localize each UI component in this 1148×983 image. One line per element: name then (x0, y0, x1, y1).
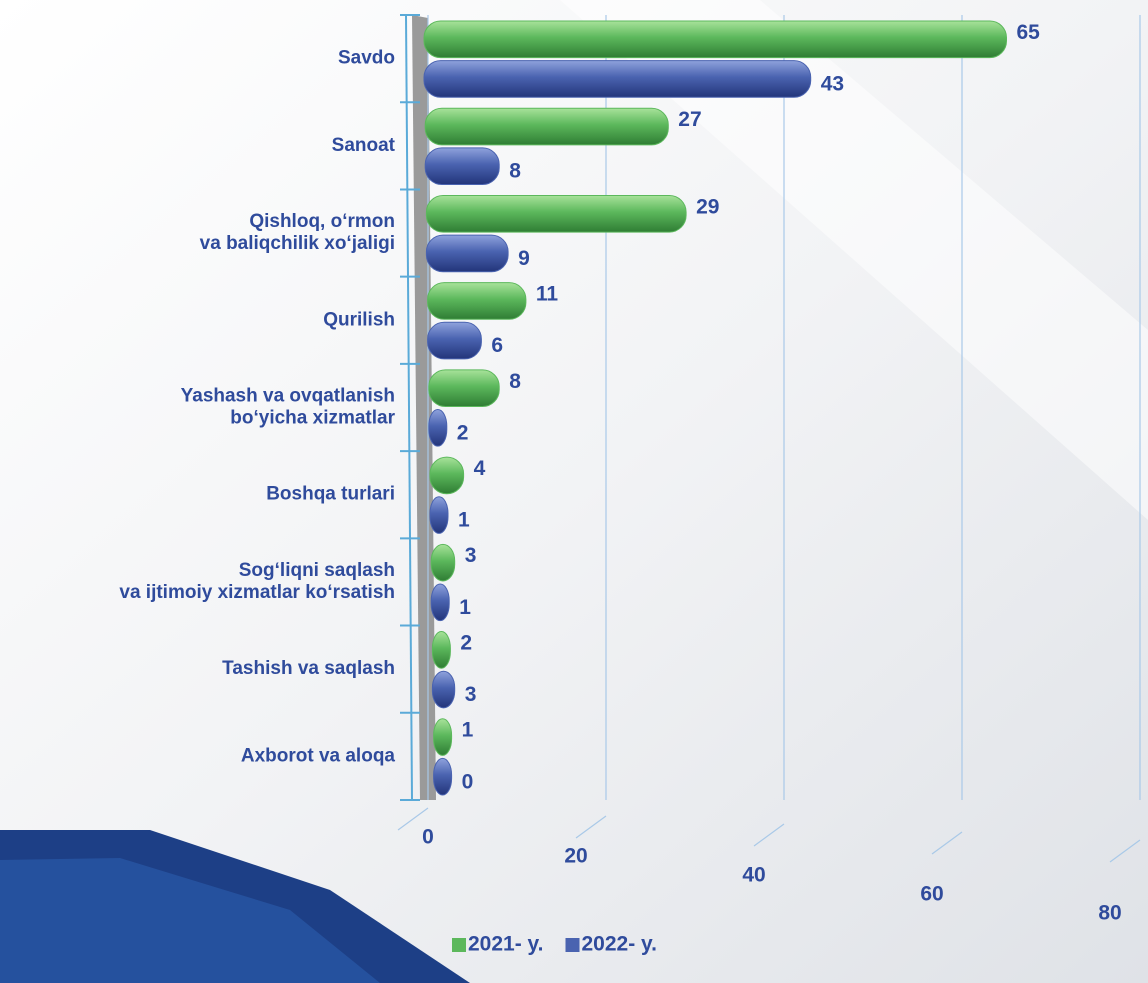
axis-line (405, 14, 413, 801)
tick-mark (575, 815, 607, 839)
value-label: 27 (678, 108, 701, 131)
value-label: 1 (459, 596, 471, 619)
bar (425, 234, 509, 273)
bar (424, 107, 669, 146)
value-label: 3 (465, 683, 477, 706)
x-tick-label: 40 (742, 864, 765, 887)
legend-swatch (565, 938, 580, 952)
value-label: 1 (458, 509, 470, 532)
value-label: 2 (457, 421, 469, 444)
bar (427, 282, 527, 320)
value-label: 8 (509, 370, 521, 393)
bar (430, 583, 450, 622)
x-tick-label: 20 (564, 845, 587, 868)
tick-mark (753, 823, 785, 847)
value-label: 29 (696, 195, 719, 218)
value-label: 4 (474, 457, 486, 480)
y-tick-label: Qishloq, o‘rmon va baliqchilik xo‘jaligi (200, 211, 395, 254)
value-label: 3 (465, 544, 477, 567)
bar (433, 718, 453, 756)
tick-mark (1109, 839, 1141, 863)
light-band (560, 0, 1148, 520)
legend-swatch (452, 938, 466, 952)
y-tick-label: Sog‘liqni saqlash va ijtimoiy xizmatlar k… (119, 560, 395, 603)
bar (431, 631, 451, 669)
legend-label: 2022- y. (582, 933, 658, 956)
x-tick-label: 0 (422, 826, 434, 849)
corner-pattern (0, 858, 380, 983)
tick-mark (397, 807, 429, 831)
bar (427, 321, 482, 360)
bar (433, 757, 453, 796)
bar (428, 369, 500, 408)
tick-mark (931, 831, 963, 855)
value-label: 2 (460, 631, 472, 654)
value-label: 0 (462, 770, 474, 793)
value-label: 8 (509, 160, 521, 183)
value-label: 9 (518, 247, 530, 270)
bar (424, 147, 500, 185)
y-tick-label: Sanoat (332, 135, 396, 156)
y-tick-label: Savdo (338, 48, 395, 69)
x-tick-label: 80 (1098, 902, 1121, 925)
y-tick-label: Boshqa turlari (266, 484, 395, 505)
y-tick-label: Axborot va aloqa (241, 745, 396, 766)
y-tick-label: Tashish va saqlash (222, 658, 395, 679)
value-label: 1 (462, 719, 474, 742)
y-tick-label: Yashash va ovqatlanish bo‘yicha xizmatlar (181, 386, 396, 429)
legend-label: 2021- y. (468, 933, 544, 956)
value-label: 6 (491, 334, 503, 357)
x-tick-label: 60 (920, 883, 943, 906)
value-label: 65 (1017, 21, 1041, 44)
axis-wall (412, 15, 436, 800)
value-label: 43 (821, 72, 844, 95)
bar (425, 194, 687, 233)
bar (423, 20, 1007, 59)
bar (429, 456, 465, 495)
bar (423, 60, 812, 98)
value-label: 11 (536, 283, 559, 306)
bar (428, 409, 448, 447)
bar (429, 496, 449, 534)
y-tick-label: Qurilish (323, 309, 395, 330)
bar (430, 543, 456, 582)
bar (431, 670, 456, 709)
